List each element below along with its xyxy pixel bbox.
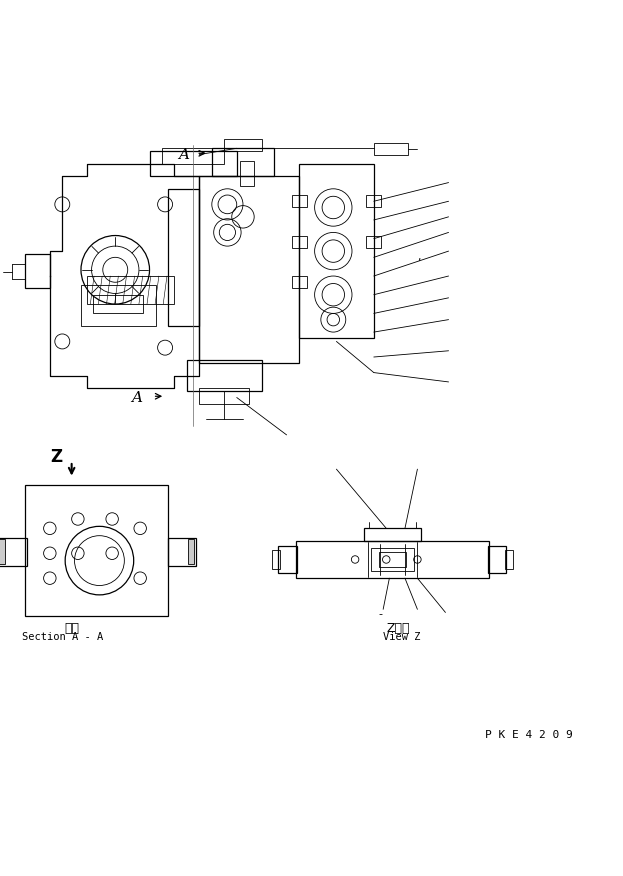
Bar xyxy=(168,538,196,566)
Bar xyxy=(364,528,421,540)
Bar xyxy=(25,254,50,288)
Text: Section A - A: Section A - A xyxy=(22,632,103,642)
Bar xyxy=(366,236,381,248)
Bar xyxy=(93,294,143,314)
Bar xyxy=(374,144,408,154)
Bar xyxy=(87,276,174,304)
Bar xyxy=(488,546,506,573)
Text: A: A xyxy=(131,391,143,405)
Bar xyxy=(292,276,307,288)
Bar xyxy=(224,139,262,152)
Text: Z: Z xyxy=(50,448,62,466)
Bar xyxy=(168,189,199,326)
Bar xyxy=(296,540,489,578)
Bar xyxy=(299,164,374,338)
Bar xyxy=(199,388,249,404)
Bar xyxy=(188,539,194,564)
Bar xyxy=(199,176,299,364)
Bar xyxy=(25,484,168,616)
Bar xyxy=(292,195,307,208)
Text: ,: , xyxy=(417,252,421,263)
Bar xyxy=(272,549,280,569)
Bar xyxy=(187,360,262,392)
Bar xyxy=(292,236,307,248)
Text: 断面: 断面 xyxy=(64,621,79,634)
Bar xyxy=(0,538,27,566)
Bar xyxy=(366,195,381,208)
Bar xyxy=(240,161,254,186)
Bar xyxy=(379,552,406,567)
Bar xyxy=(162,148,224,164)
Bar xyxy=(150,152,237,176)
Bar xyxy=(212,148,274,176)
Text: A: A xyxy=(178,147,189,161)
Text: -: - xyxy=(378,609,382,618)
Bar xyxy=(81,286,156,326)
Bar xyxy=(278,546,297,573)
Bar xyxy=(371,548,414,570)
Bar xyxy=(505,549,513,569)
Bar xyxy=(0,539,5,564)
Text: P K E 4 2 0 9: P K E 4 2 0 9 xyxy=(485,731,573,740)
Text: View Z: View Z xyxy=(383,632,421,642)
Text: Z　視: Z 視 xyxy=(387,621,411,634)
